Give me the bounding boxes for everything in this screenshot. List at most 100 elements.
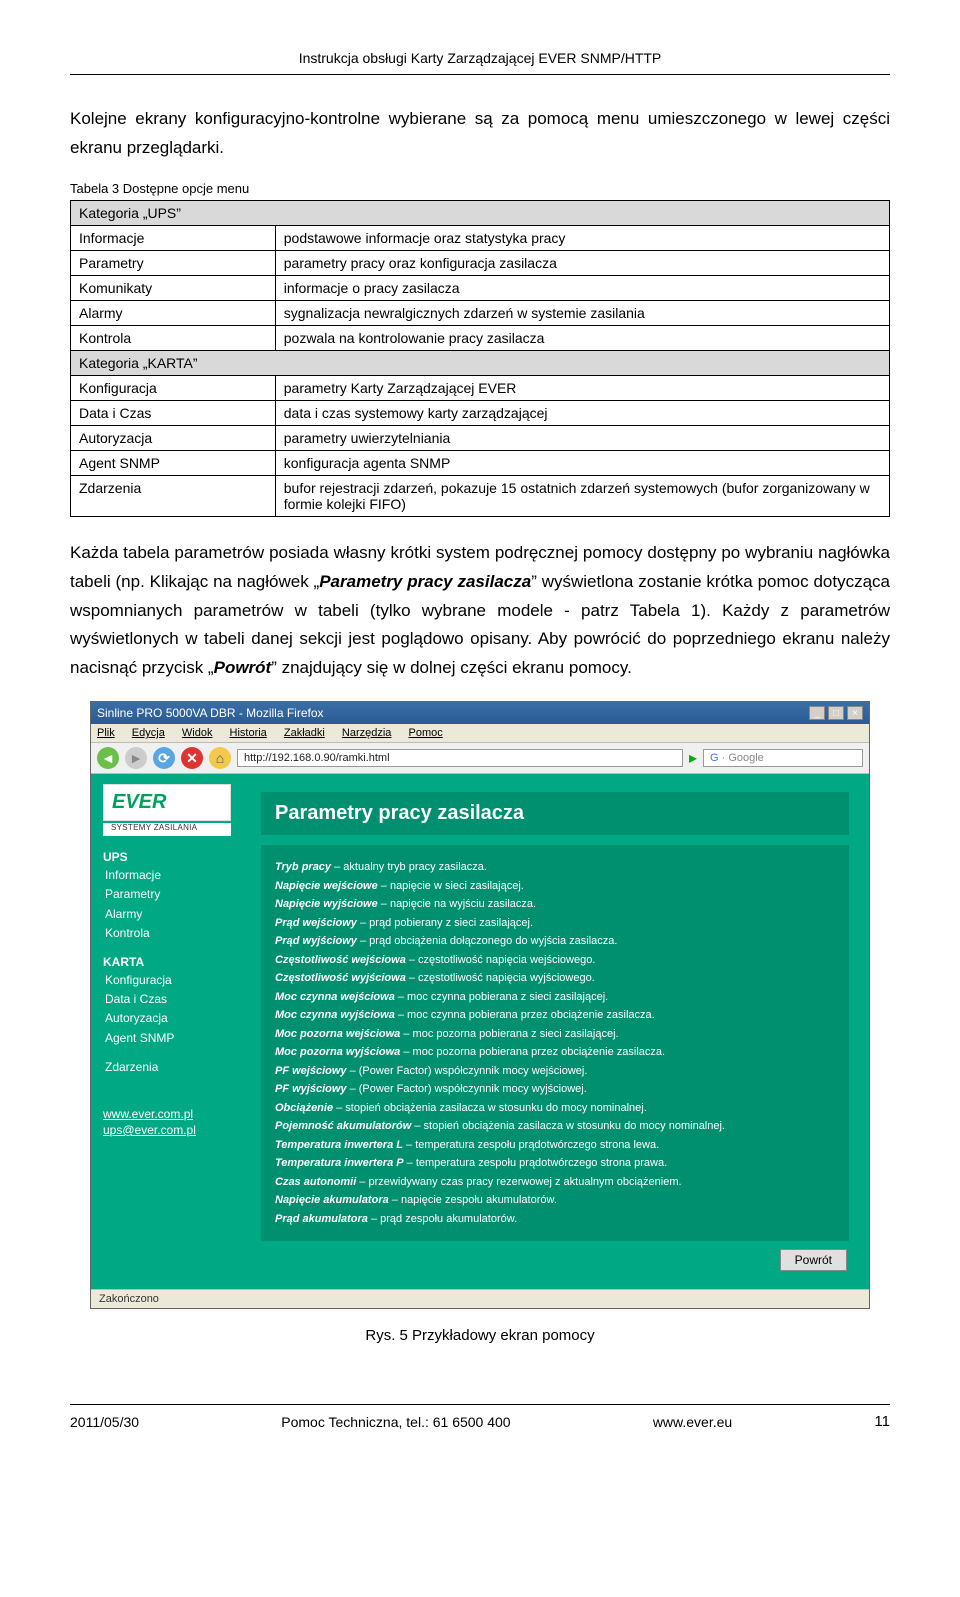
- help-desc: – częstotliwość napięcia wyjściowego.: [406, 972, 595, 984]
- row-label: Alarmy: [71, 300, 276, 325]
- sidebar-item-autoryzacja[interactable]: Autoryzacja: [105, 1009, 231, 1028]
- help-line: Temperatura inwertera P – temperatura ze…: [275, 1155, 835, 1172]
- window-title: Sinline PRO 5000VA DBR - Mozilla Firefox: [97, 706, 324, 720]
- help-term: Prąd wyjściowy: [275, 935, 357, 947]
- footer-site: www.ever.eu: [653, 1414, 732, 1430]
- table-row: Parametryparametry pracy oraz konfigurac…: [71, 250, 890, 275]
- table-row: Autoryzacjaparametry uwierzytelniania: [71, 425, 890, 450]
- row-label: Komunikaty: [71, 275, 276, 300]
- menu-item[interactable]: Zakładki: [284, 727, 325, 739]
- row-label: Data i Czas: [71, 400, 276, 425]
- sidebar-link-web[interactable]: www.ever.com.pl: [103, 1107, 231, 1121]
- row-desc: pozwala na kontrolowanie pracy zasilacza: [275, 325, 889, 350]
- row-label: Autoryzacja: [71, 425, 276, 450]
- help-term: Pojemność akumulatorów: [275, 1120, 411, 1132]
- sidebar-item-zdarzenia[interactable]: Zdarzenia: [105, 1058, 231, 1077]
- url-bar[interactable]: http://192.168.0.90/ramki.html: [237, 749, 683, 767]
- go-icon[interactable]: ▸: [689, 748, 697, 768]
- row-desc: sygnalizacja newralgicznych zdarzeń w sy…: [275, 300, 889, 325]
- category-ups: Kategoria „UPS”: [71, 200, 890, 225]
- footer-page: 11: [874, 1413, 890, 1430]
- row-label: Informacje: [71, 225, 276, 250]
- back-icon[interactable]: ◄: [97, 747, 119, 769]
- help-line: Obciążenie – stopień obciążenia zasilacz…: [275, 1100, 835, 1117]
- help-line: Tryb pracy – aktualny tryb pracy zasilac…: [275, 859, 835, 876]
- help-line: Napięcie wyjściowe – napięcie na wyjściu…: [275, 896, 835, 913]
- table-row: Alarmysygnalizacja newralgicznych zdarze…: [71, 300, 890, 325]
- help-line: Moc czynna wejściowa – moc czynna pobier…: [275, 989, 835, 1006]
- sidebar-item-data-czas[interactable]: Data i Czas: [105, 990, 231, 1009]
- row-label: Parametry: [71, 250, 276, 275]
- maximize-icon[interactable]: □: [828, 706, 844, 720]
- help-desc: – (Power Factor) współczynnik mocy wyjśc…: [347, 1083, 587, 1095]
- ever-logo: EVER: [103, 784, 231, 821]
- help-line: Prąd akumulatora – prąd zespołu akumulat…: [275, 1211, 835, 1228]
- help-line: Częstotliwość wyjściowa – częstotliwość …: [275, 970, 835, 987]
- sidebar-item-agent-snmp[interactable]: Agent SNMP: [105, 1029, 231, 1048]
- window-titlebar: Sinline PRO 5000VA DBR - Mozilla Firefox…: [91, 702, 869, 724]
- menu-item[interactable]: Edycja: [132, 727, 165, 739]
- sidebar-item-kontrola[interactable]: Kontrola: [105, 924, 231, 943]
- header-rule: [70, 74, 890, 75]
- sidebar-item-konfiguracja[interactable]: Konfiguracja: [105, 971, 231, 990]
- search-placeholder: Google: [728, 752, 763, 764]
- minimize-icon[interactable]: _: [809, 706, 825, 720]
- table-row: Konfiguracjaparametry Karty Zarządzające…: [71, 375, 890, 400]
- help-desc: – moc czynna pobierana z sieci zasilając…: [395, 991, 608, 1003]
- menu-item[interactable]: Pomoc: [409, 727, 443, 739]
- help-line: Napięcie wejściowe – napięcie w sieci za…: [275, 878, 835, 895]
- reload-icon[interactable]: ⟳: [153, 747, 175, 769]
- help-box: Tryb pracy – aktualny tryb pracy zasilac…: [261, 845, 849, 1241]
- help-term: PF wejściowy: [275, 1065, 347, 1077]
- app-sidebar: EVER SYSTEMY ZASILANIA UPS Informacje Pa…: [91, 774, 241, 1289]
- category-karta: Kategoria „KARTA”: [71, 350, 890, 375]
- menu-item[interactable]: Historia: [230, 727, 267, 739]
- home-icon[interactable]: ⌂: [209, 747, 231, 769]
- help-desc: – (Power Factor) współczynnik mocy wejśc…: [347, 1065, 588, 1077]
- help-term: Czas autonomii: [275, 1176, 356, 1188]
- table-row: Zdarzeniabufor rejestracji zdarzeń, poka…: [71, 475, 890, 516]
- p2-bold-1: Parametry pracy zasilacza: [319, 572, 531, 591]
- row-label: Konfiguracja: [71, 375, 276, 400]
- footer-center: Pomoc Techniczna, tel.: 61 6500 400: [281, 1414, 510, 1430]
- stop-icon[interactable]: ✕: [181, 747, 203, 769]
- ever-logo-sub: SYSTEMY ZASILANIA: [103, 823, 231, 836]
- sidebar-item-alarmy[interactable]: Alarmy: [105, 905, 231, 924]
- row-desc: podstawowe informacje oraz statystyka pr…: [275, 225, 889, 250]
- help-term: Obciążenie: [275, 1102, 333, 1114]
- help-desc: – moc czynna pobierana przez obciążenie …: [395, 1009, 655, 1021]
- help-term: Napięcie wejściowe: [275, 880, 378, 892]
- help-line: Czas autonomii – przewidywany czas pracy…: [275, 1174, 835, 1191]
- help-term: Moc czynna wejściowa: [275, 991, 395, 1003]
- menu-item[interactable]: Widok: [182, 727, 213, 739]
- search-box[interactable]: G · Google: [703, 749, 863, 767]
- help-desc: – moc pozorna pobierana z sieci zasilają…: [400, 1028, 618, 1040]
- browser-menubar: Plik Edycja Widok Historia Zakładki Narz…: [91, 724, 869, 743]
- menu-item[interactable]: Narzędzia: [342, 727, 392, 739]
- help-desc: – aktualny tryb pracy zasilacza.: [331, 861, 487, 873]
- help-line: Prąd wyjściowy – prąd obciążenia dołączo…: [275, 933, 835, 950]
- help-desc: – prąd zespołu akumulatorów.: [368, 1213, 517, 1225]
- sidebar-item-parametry[interactable]: Parametry: [105, 885, 231, 904]
- row-desc: parametry uwierzytelniania: [275, 425, 889, 450]
- help-term: Moc pozorna wejściowa: [275, 1028, 400, 1040]
- sidebar-link-mail[interactable]: ups@ever.com.pl: [103, 1123, 231, 1137]
- help-desc: – napięcie na wyjściu zasilacza.: [378, 898, 536, 910]
- help-line: PF wejściowy – (Power Factor) współczynn…: [275, 1063, 835, 1080]
- browser-statusbar: Zakończono: [91, 1289, 869, 1308]
- help-term: Napięcie wyjściowe: [275, 898, 378, 910]
- forward-icon[interactable]: ►: [125, 747, 147, 769]
- close-icon[interactable]: ×: [847, 706, 863, 720]
- back-button[interactable]: Powrót: [780, 1249, 847, 1271]
- table-row: Data i Czasdata i czas systemowy karty z…: [71, 400, 890, 425]
- table-caption: Tabela 3 Dostępne opcje menu: [70, 181, 890, 196]
- row-desc: informacje o pracy zasilacza: [275, 275, 889, 300]
- p2-bold-2: Powrót: [214, 658, 272, 677]
- help-desc: – stopień obciążenia zasilacza w stosunk…: [411, 1120, 725, 1132]
- sidebar-item-informacje[interactable]: Informacje: [105, 866, 231, 885]
- row-desc: konfiguracja agenta SNMP: [275, 450, 889, 475]
- help-term: PF wyjściowy: [275, 1083, 347, 1095]
- menu-item[interactable]: Plik: [97, 727, 115, 739]
- help-line: Moc pozorna wyjściowa – moc pozorna pobi…: [275, 1044, 835, 1061]
- help-desc: – moc pozorna pobierana przez obciążenie…: [400, 1046, 665, 1058]
